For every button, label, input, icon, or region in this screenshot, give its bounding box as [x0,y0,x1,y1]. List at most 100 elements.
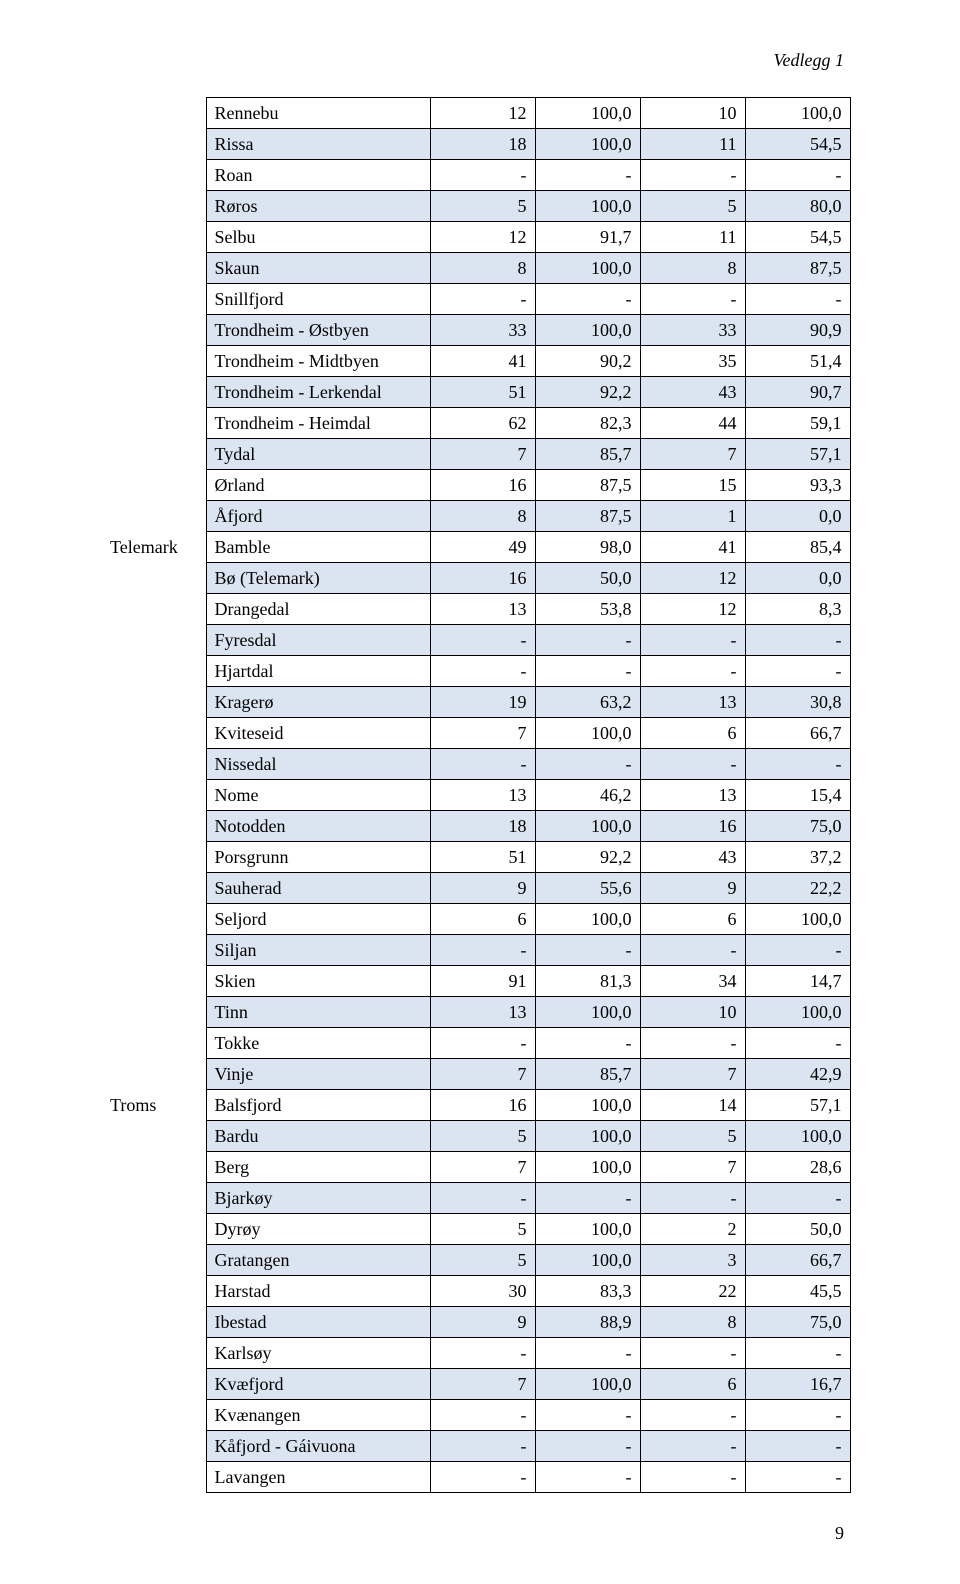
value-cell: 13 [430,594,535,625]
value-cell: 42,9 [745,1059,850,1090]
value-cell: 87,5 [745,253,850,284]
table-row: Nissedal---- [110,749,850,780]
value-cell: 9 [640,873,745,904]
value-cell: 90,9 [745,315,850,346]
value-cell: 81,3 [535,966,640,997]
value-cell: 35 [640,346,745,377]
region-label [110,222,206,253]
value-cell: - [430,1183,535,1214]
table-row: Bjarkøy---- [110,1183,850,1214]
value-cell: 49 [430,532,535,563]
value-cell: 85,7 [535,1059,640,1090]
table-row: Kragerø1963,21330,8 [110,687,850,718]
value-cell: 100,0 [535,1152,640,1183]
region-label [110,687,206,718]
value-cell: - [535,1028,640,1059]
region-label [110,625,206,656]
value-cell: 9 [430,1307,535,1338]
region-label [110,1338,206,1369]
table-row: Trondheim - Østbyen33100,03390,9 [110,315,850,346]
municipality-name: Kåfjord - Gáivuona [206,1431,430,1462]
value-cell: 100,0 [535,1090,640,1121]
region-label [110,346,206,377]
municipality-name: Berg [206,1152,430,1183]
municipality-name: Bø (Telemark) [206,563,430,594]
table-row: Snillfjord---- [110,284,850,315]
value-cell: - [745,1183,850,1214]
value-cell: 45,5 [745,1276,850,1307]
value-cell: 28,6 [745,1152,850,1183]
data-table: Rennebu12100,010100,0Rissa18100,01154,5R… [110,97,851,1493]
value-cell: - [430,284,535,315]
municipality-name: Gratangen [206,1245,430,1276]
table-row: Rissa18100,01154,5 [110,129,850,160]
municipality-name: Bamble [206,532,430,563]
value-cell: - [640,160,745,191]
value-cell: 12 [640,594,745,625]
value-cell: 11 [640,129,745,160]
value-cell: 6 [640,904,745,935]
table-row: Bardu5100,05100,0 [110,1121,850,1152]
region-label [110,1400,206,1431]
table-row: Skien9181,33414,7 [110,966,850,997]
region-label [110,377,206,408]
value-cell: 33 [640,315,745,346]
value-cell: 9 [430,873,535,904]
value-cell: 16 [640,811,745,842]
municipality-name: Ørland [206,470,430,501]
region-label: Telemark [110,532,206,563]
value-cell: 93,3 [745,470,850,501]
value-cell: 18 [430,811,535,842]
value-cell: - [430,1338,535,1369]
value-cell: 0,0 [745,501,850,532]
table-row: Karlsøy---- [110,1338,850,1369]
region-label [110,904,206,935]
value-cell: - [640,935,745,966]
value-cell: 100,0 [535,129,640,160]
value-cell: 100,0 [535,191,640,222]
value-cell: 66,7 [745,1245,850,1276]
value-cell: 85,4 [745,532,850,563]
value-cell: - [430,160,535,191]
value-cell: 41 [430,346,535,377]
table-row: Vinje785,7742,9 [110,1059,850,1090]
value-cell: - [745,1338,850,1369]
value-cell: - [535,625,640,656]
region-label [110,470,206,501]
table-row: Bø (Telemark)1650,0120,0 [110,563,850,594]
value-cell: 5 [430,1245,535,1276]
value-cell: - [430,935,535,966]
value-cell: 92,2 [535,842,640,873]
page-number: 9 [110,1523,850,1544]
value-cell: 100,0 [535,1245,640,1276]
value-cell: 5 [430,1214,535,1245]
table-row: Sauherad955,6922,2 [110,873,850,904]
value-cell: - [535,1338,640,1369]
document-page: Vedlegg 1 Rennebu12100,010100,0Rissa1810… [0,0,960,1584]
table-row: Selbu1291,71154,5 [110,222,850,253]
table-row: TelemarkBamble4998,04185,4 [110,532,850,563]
region-label [110,563,206,594]
value-cell: 16 [430,470,535,501]
value-cell: 7 [430,718,535,749]
value-cell: 59,1 [745,408,850,439]
value-cell: 10 [640,997,745,1028]
region-label [110,997,206,1028]
value-cell: 12 [430,98,535,129]
value-cell: - [640,1183,745,1214]
table-row: Tinn13100,010100,0 [110,997,850,1028]
region-label [110,1431,206,1462]
value-cell: 88,9 [535,1307,640,1338]
value-cell: 18 [430,129,535,160]
value-cell: 43 [640,377,745,408]
value-cell: - [535,1400,640,1431]
value-cell: - [535,1431,640,1462]
value-cell: 6 [640,1369,745,1400]
municipality-name: Seljord [206,904,430,935]
table-row: Skaun8100,0887,5 [110,253,850,284]
value-cell: 100,0 [535,811,640,842]
table-row: Notodden18100,01675,0 [110,811,850,842]
region-label [110,935,206,966]
value-cell: 7 [430,439,535,470]
value-cell: - [745,1400,850,1431]
